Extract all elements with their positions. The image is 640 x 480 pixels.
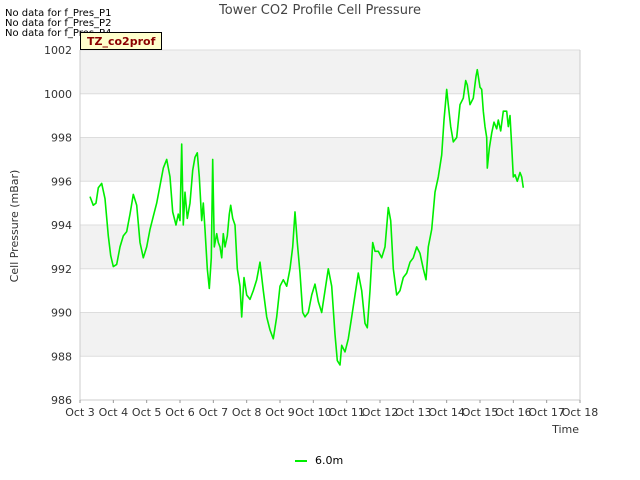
y-tick-label: 998 <box>51 132 72 145</box>
y-tick-label: 990 <box>51 307 72 320</box>
x-tick-label: Oct 7 <box>199 406 229 419</box>
no-data-message-p1: No data for f_Pres_P1 <box>5 8 112 19</box>
x-tick-label: Oct 16 <box>495 406 532 419</box>
site-tag-label: TZ_co2prof <box>80 32 163 50</box>
x-axis-label: Time <box>551 423 579 436</box>
no-data-message-p4: No data for f_Pres_P4 <box>5 28 112 39</box>
legend-label-6m: 6.0m <box>315 454 344 467</box>
series-line-6m <box>89 68 525 366</box>
y-axis-label: Cell Pressure (mBar) <box>8 170 21 283</box>
background-band <box>80 181 580 225</box>
x-tick-label: Oct 4 <box>99 406 129 419</box>
x-tick-label: Oct 11 <box>328 406 365 419</box>
y-tick-label: 988 <box>51 350 72 363</box>
background-band <box>80 356 580 400</box>
x-tick-label: Oct 6 <box>165 406 195 419</box>
y-tick-label: 996 <box>51 175 72 188</box>
chart-title: Tower CO2 Profile Cell Pressure <box>218 3 421 18</box>
x-tick-label: Oct 13 <box>395 406 432 419</box>
no-data-message-p2: No data for f_Pres_P2 <box>5 18 112 29</box>
x-tick-label: Oct 15 <box>462 406 499 419</box>
x-tick-label: Oct 9 <box>265 406 295 419</box>
background-band <box>80 93 580 138</box>
legend-swatch-6m <box>295 459 307 462</box>
y-tick-label: 992 <box>51 263 72 276</box>
background-band <box>80 50 580 94</box>
background-band <box>80 137 580 182</box>
y-tick-label: 1002 <box>44 44 72 57</box>
background-band <box>80 225 580 269</box>
x-tick-label: Oct 10 <box>295 406 332 419</box>
x-tick-label: Oct 12 <box>362 406 399 419</box>
y-tick-label: 994 <box>51 219 72 232</box>
x-tick-label: Oct 14 <box>428 406 465 419</box>
background-band <box>80 312 580 357</box>
legend: 6.0m <box>295 454 343 467</box>
x-tick-label: Oct 8 <box>232 406 262 419</box>
x-tick-label: Oct 5 <box>132 406 162 419</box>
y-tick-label: 1000 <box>44 88 72 101</box>
x-tick-label: Oct 3 <box>65 406 95 419</box>
x-tick-label: Oct 18 <box>562 406 599 419</box>
y-tick-label: 986 <box>51 394 72 407</box>
x-tick-label: Oct 17 <box>528 406 565 419</box>
